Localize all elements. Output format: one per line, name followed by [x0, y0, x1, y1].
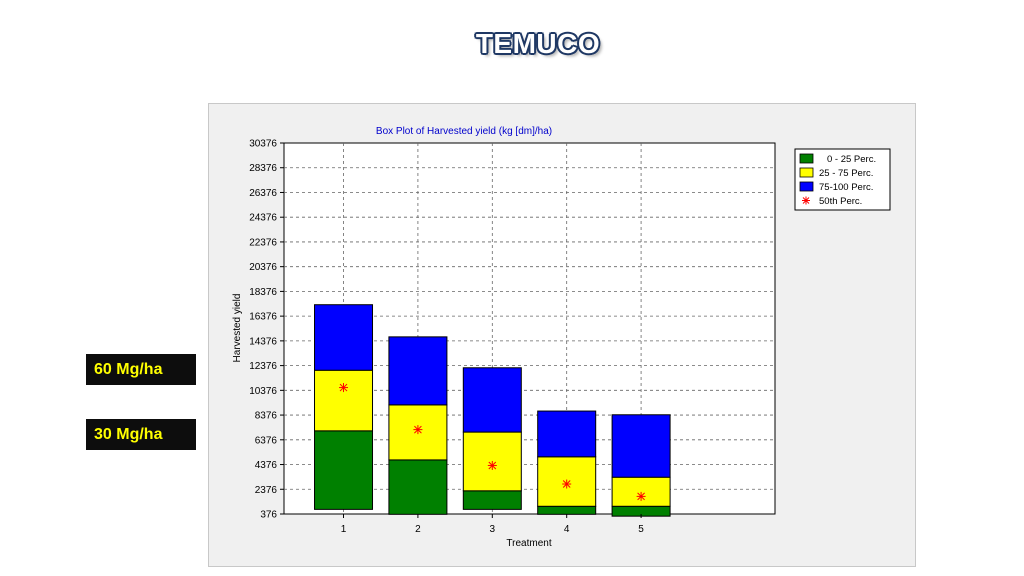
y-tick-label: 6376 — [255, 435, 278, 446]
bar-segment-0-25 — [462, 490, 522, 510]
y-tick-label: 8376 — [255, 411, 278, 422]
y-tick-label: 10376 — [249, 386, 277, 397]
callout-30-mg-ha: 30 Mg/ha — [86, 419, 196, 450]
x-tick-label: 3 — [490, 524, 496, 535]
legend-swatch-0-25 — [799, 153, 814, 164]
bar-segment-75-100 — [537, 410, 597, 458]
y-tick-label: 28376 — [249, 163, 277, 174]
bar-segment-25-75 — [314, 369, 374, 432]
bars — [314, 304, 671, 517]
median-marker — [339, 383, 349, 393]
legend-swatch-25-75 — [799, 167, 814, 178]
grid-lines — [284, 143, 775, 514]
y-tick-label: 24376 — [249, 213, 277, 224]
slide-title: TEMUCO — [475, 28, 601, 59]
bar-segment-0-25 — [537, 505, 597, 515]
bar-segment-25-75 — [611, 476, 671, 507]
y-tick-label: 4376 — [255, 460, 278, 471]
y-axis-ticks: 376 2376 4376 6376 8376 10376 12376 14376 16376 1… — [249, 139, 284, 521]
callout-60-mg-ha: 60 Mg/ha — [86, 354, 196, 385]
y-tick-label: 22376 — [249, 237, 277, 248]
median-marker — [562, 479, 572, 489]
median-marker — [487, 460, 497, 470]
bar-segment-75-100 — [314, 304, 374, 371]
y-tick-label: 16376 — [249, 312, 277, 323]
y-tick-label: 18376 — [249, 287, 277, 298]
legend-swatch-75-100 — [799, 181, 814, 192]
y-tick-label: 20376 — [249, 262, 277, 273]
x-tick-label: 5 — [638, 524, 644, 535]
y-tick-label: 30376 — [249, 139, 277, 150]
legend-label-median: 50th Perc. — [819, 196, 862, 207]
y-tick-label: 26376 — [249, 188, 277, 199]
y-tick-label: 2376 — [255, 485, 278, 496]
median-marker — [636, 491, 646, 501]
bar-segment-0-25 — [388, 459, 448, 515]
chart-panel: Box Plot of Harvested yield (kg [dm]/ha)… — [208, 103, 916, 567]
bar-segment-75-100 — [611, 414, 671, 478]
legend-label-25-75: 25 - 75 Perc. — [819, 168, 873, 179]
bar-segment-75-100 — [462, 367, 522, 433]
box-plot-chart: Box Plot of Harvested yield (kg [dm]/ha)… — [232, 126, 891, 549]
legend-label-0-25: 0 - 25 Perc. — [827, 154, 876, 165]
x-axis-label: Treatment — [506, 538, 551, 549]
y-axis-label: Harvested yield — [232, 294, 243, 363]
legend-label-75-100: 75-100 Perc. — [819, 182, 873, 193]
legend-median-marker — [802, 196, 810, 205]
y-tick-label: 12376 — [249, 361, 277, 372]
bar-segment-0-25 — [314, 430, 374, 510]
y-tick-label: 14376 — [249, 336, 277, 347]
median-marker — [413, 425, 423, 435]
bar-segment-75-100 — [388, 336, 448, 406]
x-tick-label: 2 — [415, 524, 421, 535]
x-tick-label: 4 — [564, 524, 570, 535]
x-tick-label: 1 — [341, 524, 347, 535]
y-tick-label: 376 — [260, 510, 277, 521]
x-axis-ticks: 1 2 3 4 5 — [341, 514, 644, 535]
chart-title: Box Plot of Harvested yield (kg [dm]/ha) — [376, 126, 552, 137]
legend: 0 - 25 Perc. 25 - 75 Perc. 75-100 Perc. … — [794, 148, 891, 211]
